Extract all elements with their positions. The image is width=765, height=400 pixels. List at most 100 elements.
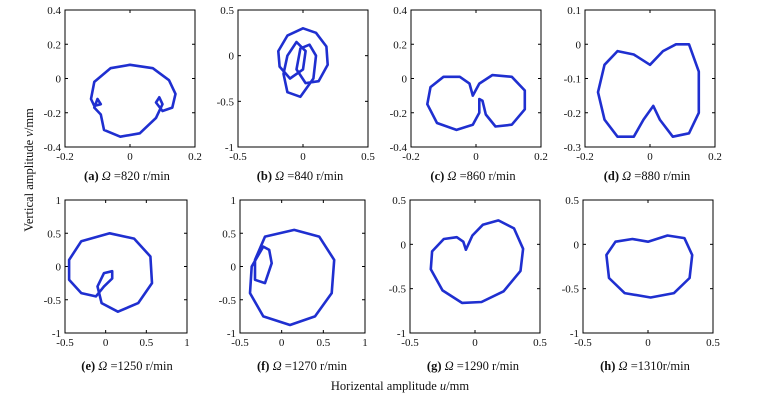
subplot-caption: (c) Ω =860 r/min	[430, 169, 516, 183]
subplot-b: -0.5 0 0.50.50-0.5-1(b) Ω =840 r/min	[217, 5, 376, 183]
y-tick-label: 1	[56, 195, 62, 207]
caption-letter: (b)	[257, 169, 272, 183]
y-axis-label-text: Vertical amplitude	[22, 137, 36, 232]
subplot-c: -0.2 0 0.20.40.20-0.2-0.4(c) Ω =860 r/min	[390, 5, 548, 183]
y-tick-label: 0.4	[393, 5, 407, 17]
subplot-h: -0.5 0 0.50.50-0.5-1(h) Ω =1310r/min	[562, 195, 721, 373]
caption-speed: =1310r/min	[628, 359, 691, 373]
x-tick-label: 0.2	[708, 151, 722, 163]
caption-letter: (g)	[427, 359, 442, 373]
y-tick-label: -0.5	[389, 284, 407, 296]
y-tick-label: -0.4	[44, 142, 62, 154]
plot-frame	[410, 9, 542, 148]
x-axis-label-var: u	[440, 379, 446, 393]
y-tick-label: 0.2	[393, 39, 407, 51]
x-tick-label: 0.5	[361, 151, 375, 163]
caption-letter: (d)	[604, 169, 619, 183]
x-tick-label: 0.2	[534, 151, 548, 163]
x-axis-label-text: Horizental amplitude	[331, 379, 440, 393]
caption-omega-symbol: Ω	[102, 169, 111, 183]
x-tick-label: 0	[473, 151, 479, 163]
subplot-caption: (h) Ω =1310r/min	[600, 359, 690, 373]
orbit-trajectory	[248, 228, 336, 327]
y-tick-label: -1	[397, 328, 406, 340]
y-tick-label: -0.4	[390, 142, 408, 154]
caption-speed: =880 r/min	[631, 169, 691, 183]
x-tick-label: 0	[127, 151, 133, 163]
y-tick-label: 1	[231, 195, 237, 207]
subplot-caption: (e) Ω =1250 r/min	[81, 359, 173, 373]
subplot-f: -0.5 0 0.5 110.50-0.5-1(f) Ω =1270 r/min	[219, 195, 368, 373]
x-tick-label: 0.5	[139, 337, 153, 349]
subplot-caption: (g) Ω =1290 r/min	[427, 359, 520, 373]
y-tick-label: 0	[576, 39, 582, 51]
y-tick-label: -0.5	[562, 284, 580, 296]
y-tick-label: 0	[402, 74, 408, 86]
plot-frame	[239, 199, 366, 334]
subplot-d: -0.2 0 0.20.10-0.1-0.2-0.3(d) Ω =880 r/min	[564, 5, 722, 183]
y-tick-label: -1	[225, 142, 234, 154]
y-tick-label: -0.5	[217, 96, 235, 108]
y-tick-label: 0.5	[222, 228, 236, 240]
caption-letter: (e)	[81, 359, 95, 373]
x-tick-label: 0.5	[706, 337, 720, 349]
orbit-trajectory	[426, 73, 527, 132]
caption-speed: =1290 r/min	[454, 359, 520, 373]
x-tick-label: 0	[647, 151, 653, 163]
x-tick-label: -0.2	[402, 151, 419, 163]
y-axis-label-unit: /mm	[22, 108, 36, 131]
y-tick-label: -0.2	[390, 108, 407, 120]
y-tick-label: -0.2	[564, 108, 581, 120]
y-tick-label: -0.5	[44, 295, 62, 307]
caption-speed: =1250 r/min	[107, 359, 173, 373]
y-tick-label: 0	[56, 262, 62, 274]
subplot-caption: (d) Ω =880 r/min	[604, 169, 691, 183]
y-tick-label: -1	[52, 328, 61, 340]
caption-omega-symbol: Ω	[98, 359, 107, 373]
x-tick-label: 0	[645, 337, 651, 349]
y-tick-label: 0.5	[392, 195, 406, 207]
subplot-e: -0.5 0 0.5 110.50-0.5-1(e) Ω =1250 r/min	[44, 195, 190, 373]
plot-frame	[584, 9, 716, 148]
caption-letter: (a)	[84, 169, 99, 183]
y-tick-label: 0	[401, 239, 407, 251]
x-axis-label-unit: /mm	[446, 379, 469, 393]
caption-omega-symbol: Ω	[445, 359, 454, 373]
orbit-trajectory	[596, 43, 701, 138]
caption-speed: =860 r/min	[456, 169, 516, 183]
y-tick-label: 0.1	[567, 5, 581, 17]
plot-frame	[64, 9, 196, 148]
x-tick-label: 1	[362, 337, 368, 349]
caption-omega-symbol: Ω	[619, 359, 628, 373]
caption-omega-symbol: Ω	[622, 169, 631, 183]
subplot-g: -0.5 0 0.50.50-0.5-1(g) Ω =1290 r/min	[389, 195, 548, 373]
caption-omega-symbol: Ω	[447, 169, 456, 183]
caption-omega-symbol: Ω	[275, 169, 284, 183]
y-tick-label: 0	[229, 51, 235, 63]
x-tick-label: -0.2	[56, 151, 73, 163]
x-tick-label: 0.5	[316, 337, 330, 349]
x-tick-label: 0	[279, 337, 285, 349]
caption-omega-symbol: Ω	[273, 359, 282, 373]
orbit-trajectory	[277, 27, 329, 99]
y-tick-label: 0	[231, 262, 237, 274]
x-tick-label: -0.5	[231, 337, 249, 349]
orbit-trajectory	[89, 63, 177, 138]
plot-frame	[582, 199, 714, 334]
caption-speed: =1270 r/min	[282, 359, 348, 373]
x-tick-label: 0.5	[533, 337, 547, 349]
y-tick-label: 0.4	[47, 5, 61, 17]
y-tick-label: -0.2	[44, 108, 61, 120]
y-tick-label: -0.5	[219, 295, 237, 307]
orbit-trajectory	[429, 219, 525, 305]
y-tick-label: 0.2	[47, 39, 61, 51]
x-tick-label: 1	[184, 337, 190, 349]
x-tick-label: -0.5	[574, 337, 592, 349]
plot-frame	[64, 199, 188, 334]
caption-letter: (c)	[430, 169, 444, 183]
x-tick-label: 0	[300, 151, 306, 163]
y-tick-label: -0.3	[564, 142, 582, 154]
caption-speed: =820 r/min	[111, 169, 171, 183]
x-tick-label: -0.5	[401, 337, 419, 349]
